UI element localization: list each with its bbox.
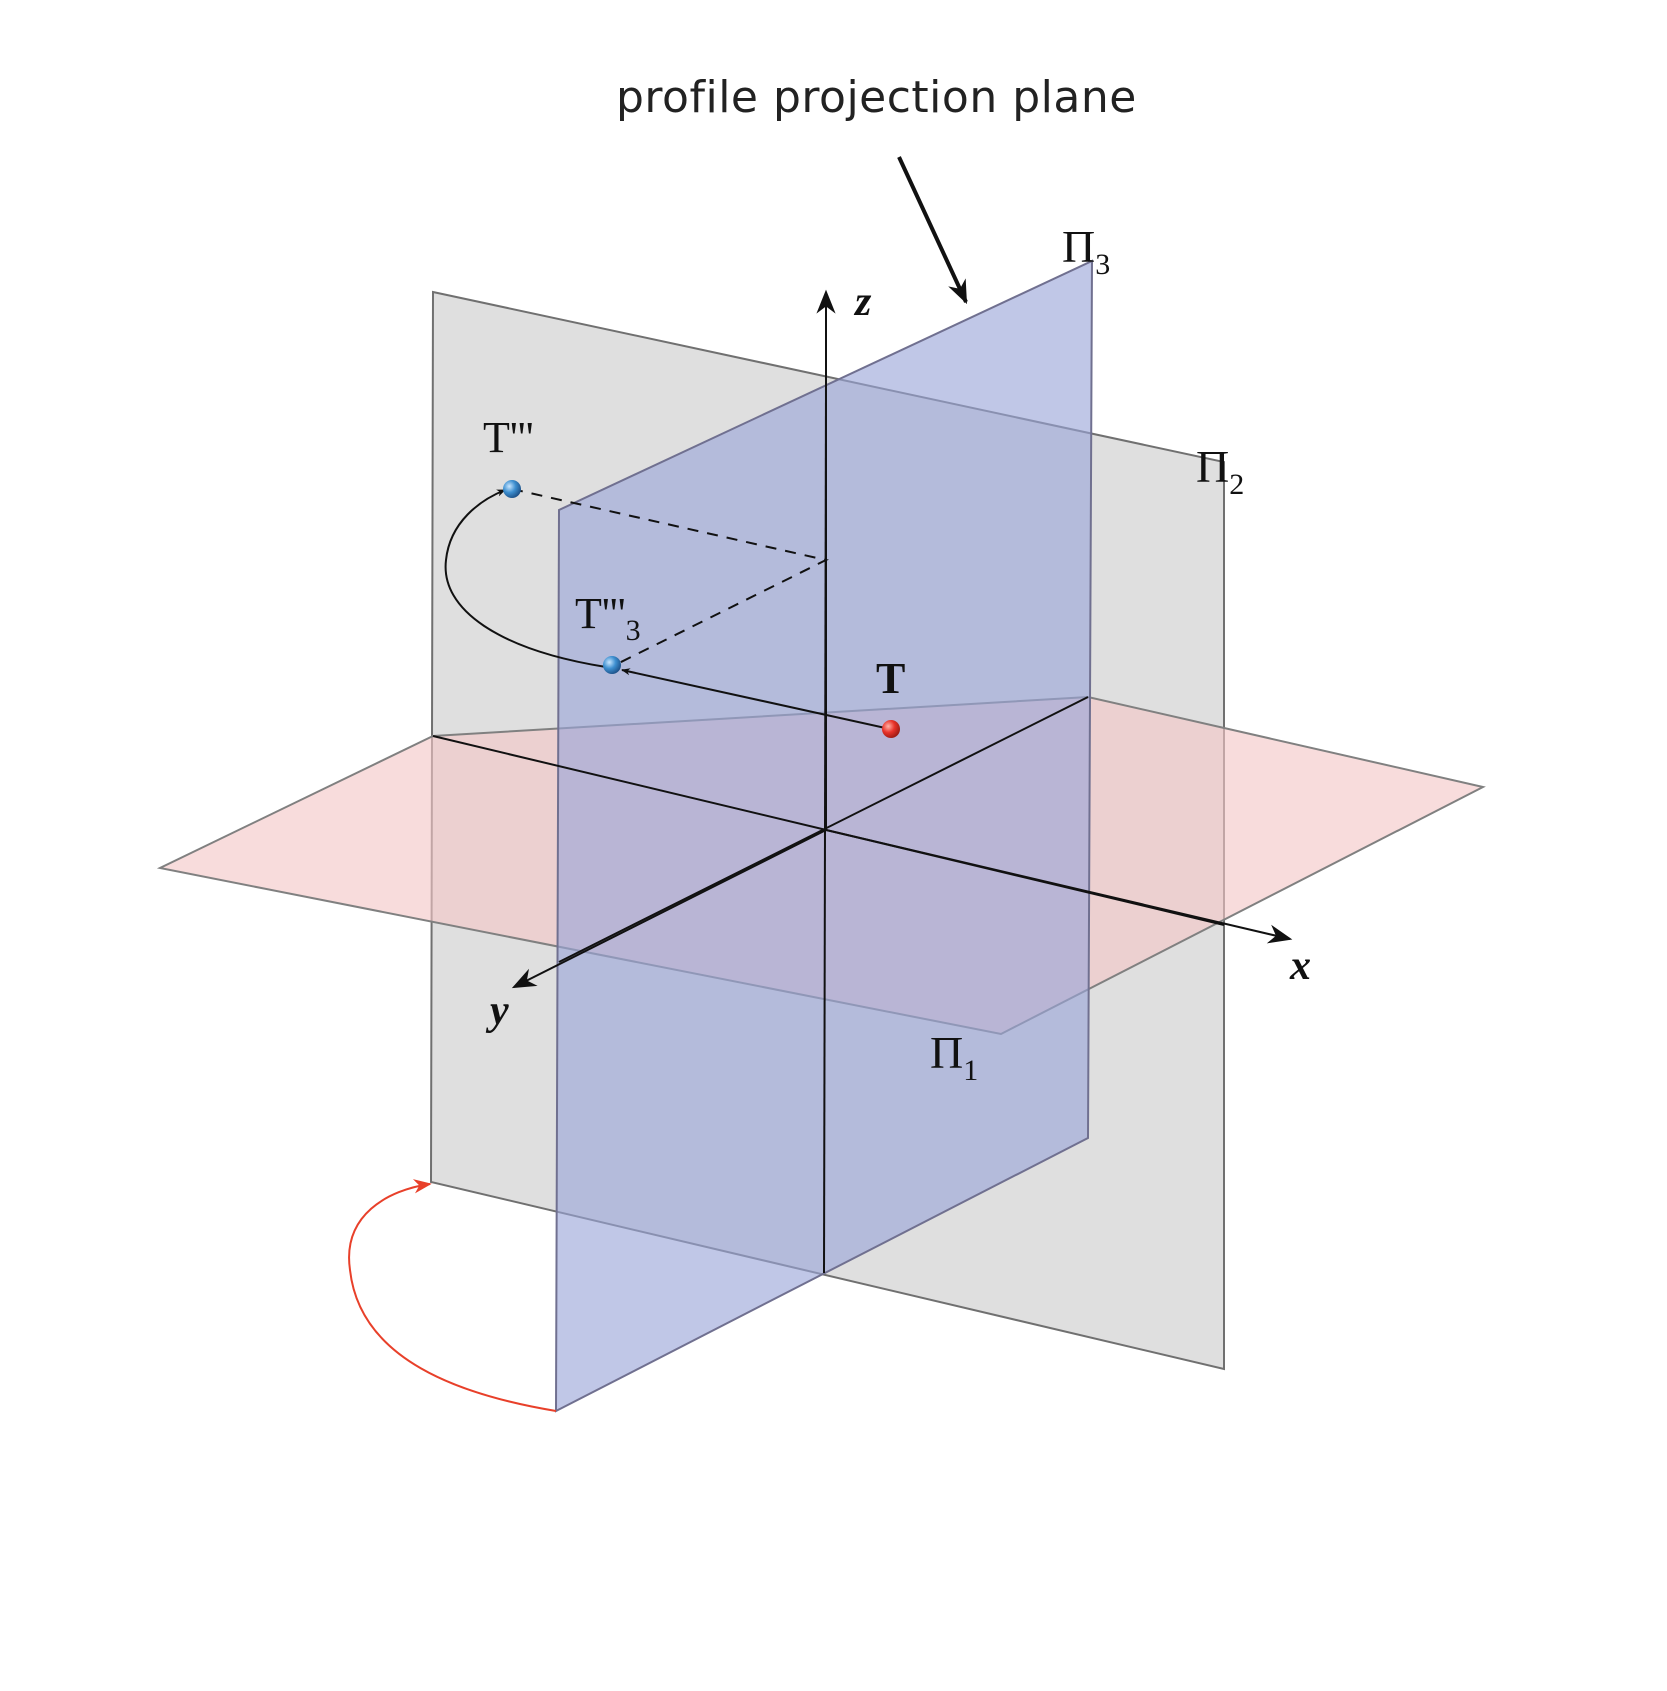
profile-projection-plane-callout: profile projection plane <box>616 72 1137 123</box>
intersection-pi1-pi3 <box>558 696 1089 963</box>
x-axis <box>825 829 1293 944</box>
z-axis-label: z <box>853 279 872 325</box>
point-t3-rotated <box>503 480 521 498</box>
point-label-t3-rotated: T''' <box>483 413 534 462</box>
plane-rotation-arrow <box>348 1179 557 1412</box>
point-label-t: T <box>876 654 905 703</box>
plane-label-pi3: Π3 <box>1062 221 1110 281</box>
point-t <box>882 720 900 738</box>
point-label-t3: T'''3 <box>575 589 641 647</box>
x-axis-label: x <box>1289 943 1311 989</box>
projection-arrow-t-to-t3 <box>621 668 891 730</box>
rotation-arc <box>444 489 607 668</box>
point-t3 <box>603 656 621 674</box>
y-axis <box>511 829 827 989</box>
plane-label-pi1: Π1 <box>930 1027 978 1087</box>
projection-dashed-line <box>511 488 829 666</box>
callout-arrow <box>897 156 968 305</box>
plane-label-pi2: Π2 <box>1196 441 1244 501</box>
